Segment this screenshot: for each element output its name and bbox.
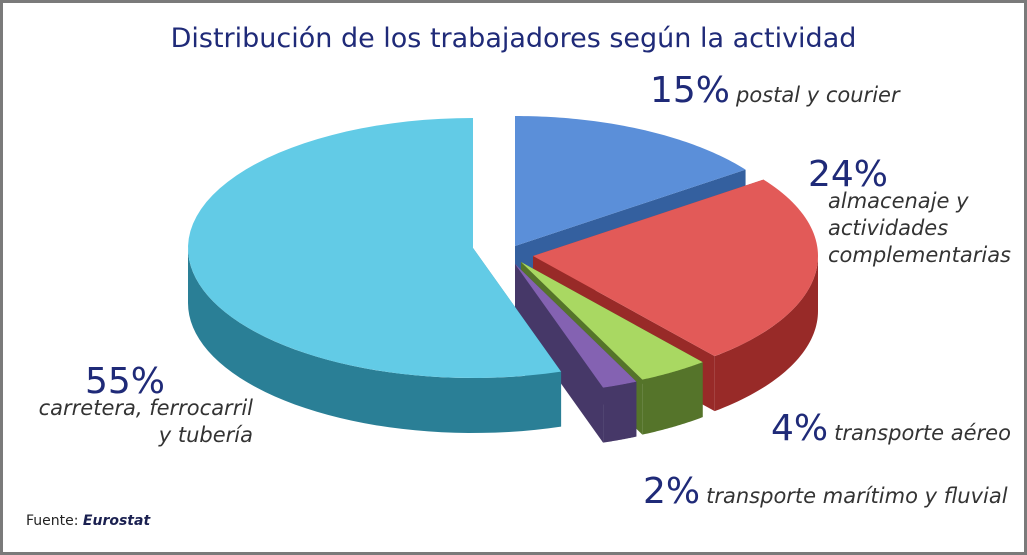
source-prefix: Fuente:: [26, 513, 79, 529]
pie-slice-55: [188, 118, 562, 378]
slice-label: transporte aéreo: [834, 421, 1011, 445]
label-almacenaje: 24% almacenaje y actividades complementar…: [808, 154, 1011, 269]
label-aereo: 4% transporte aéreo: [771, 411, 1011, 447]
slice-outer-wall: [603, 381, 637, 443]
pie-slice-2: [515, 264, 637, 388]
pct-label: 24%: [808, 154, 889, 195]
slice-label: postal y courier: [736, 83, 900, 107]
slice-label: carretera, ferrocarril y tubería: [38, 396, 253, 447]
pie-chart: [188, 116, 818, 443]
label-postal: 15% postal y courier: [650, 73, 900, 109]
pie-slice-15: [515, 116, 746, 246]
slice-label: transporte marítimo y fluvial: [706, 484, 1008, 508]
label-carretera: 55% carretera, ferrocarril y tubería: [38, 364, 278, 449]
slice-outer-wall: [642, 362, 703, 435]
chart-title: Distribución de los trabajadores según l…: [170, 23, 857, 54]
pct-label: 55%: [84, 361, 165, 402]
label-maritimo: 2% transporte marítimo y fluvial: [643, 474, 1008, 510]
pct-label: 4%: [771, 408, 829, 449]
source-name: Eurostat: [82, 513, 151, 529]
pct-label: 2%: [643, 471, 701, 512]
slice-outer-wall: [188, 248, 562, 433]
slice-cut-wall: [515, 264, 604, 443]
pct-label: 15%: [650, 70, 731, 111]
slice-label: almacenaje y actividades complementarias: [828, 189, 1012, 267]
source-note: Fuente: Eurostat: [26, 513, 150, 529]
pie-slice-4: [521, 262, 703, 380]
pie-slice-24: [533, 179, 818, 357]
slice-outer-wall: [714, 256, 818, 412]
